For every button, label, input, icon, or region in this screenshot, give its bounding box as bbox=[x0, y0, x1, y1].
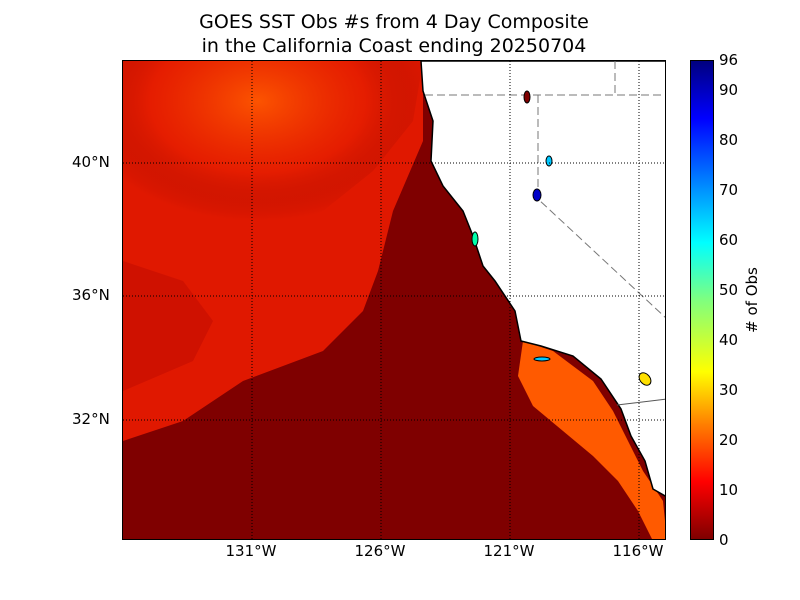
colorbar-tick-label: 0 bbox=[719, 531, 729, 549]
colorbar-tick-label: 80 bbox=[719, 131, 739, 149]
ocean-plume-region bbox=[123, 61, 423, 261]
y-tick-label: 32°N bbox=[72, 410, 110, 428]
colorbar-tick-label: 90 bbox=[719, 81, 739, 99]
colorbar-tick-label: 20 bbox=[719, 431, 739, 449]
x-tick-label: 121°W bbox=[483, 542, 535, 560]
colorbar-tick-label: 40 bbox=[719, 331, 739, 349]
title-line-1: GOES SST Obs #s from 4 Day Composite bbox=[199, 11, 589, 33]
colorbar-label: # of Obs bbox=[743, 267, 761, 333]
map-svg bbox=[123, 61, 665, 539]
colorbar-tick-label: 50 bbox=[719, 281, 739, 299]
sst-map bbox=[122, 60, 666, 540]
x-tick-label: 131°W bbox=[225, 542, 277, 560]
colorbar-tick-label: 70 bbox=[719, 181, 739, 199]
colorbar-tick-label: 96 bbox=[719, 51, 739, 69]
colorbar-tick-label: 60 bbox=[719, 231, 739, 249]
y-tick-label: 36°N bbox=[72, 286, 110, 304]
colorbar bbox=[690, 60, 714, 540]
coastal-fringe bbox=[518, 341, 665, 539]
title-line-2: in the California Coast ending 20250704 bbox=[201, 35, 587, 57]
graticule bbox=[123, 61, 665, 539]
colorbar-tick-label: 10 bbox=[719, 481, 739, 499]
land-mass bbox=[420, 61, 665, 497]
x-tick-label: 116°W bbox=[612, 542, 664, 560]
colorbar-tick-label: 30 bbox=[719, 381, 739, 399]
border-mexico bbox=[616, 398, 665, 406]
y-tick-label: 40°N bbox=[72, 153, 110, 171]
x-tick-label: 126°W bbox=[354, 542, 406, 560]
chart-title: GOES SST Obs #s from 4 Day Composite in … bbox=[122, 10, 666, 58]
